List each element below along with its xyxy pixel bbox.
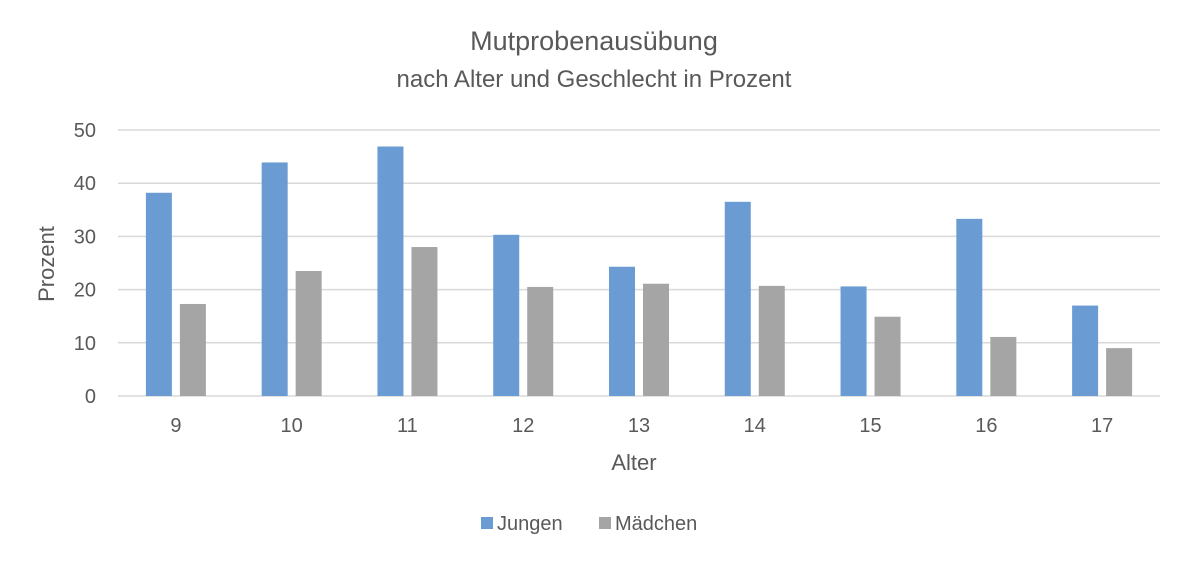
x-tick-label: 16 [975,415,997,437]
y-tick-label: 20 [74,280,96,302]
bar-jungen-15 [840,286,867,396]
chart-subtitle: nach Alter und Geschlecht in Prozent [397,66,792,93]
x-axis-ticks: 9 10 11 12 13 14 15 16 17 [170,415,1113,437]
bar-jungen-17 [1072,305,1099,396]
chart-title: Mutprobenausübung [470,26,718,56]
y-tick-label: 0 [85,386,96,408]
y-axis-ticks: 0 10 20 30 40 50 [74,120,96,408]
x-tick-label: 12 [512,415,534,437]
bar-m-dchen-9 [179,303,206,396]
y-tick-label: 50 [74,120,96,142]
x-tick-label: 17 [1091,415,1113,437]
gridlines [118,129,1160,397]
y-tick-label: 10 [74,333,96,355]
y-tick-label: 40 [74,173,96,195]
bar-m-dchen-16 [990,336,1017,396]
bar-m-dchen-13 [643,283,669,396]
legend-swatch [481,517,493,529]
legend-label: Jungen [497,513,563,535]
bar-jungen-9 [145,192,172,396]
bar-jungen-11 [377,146,404,396]
legend-label: Mädchen [615,513,697,535]
bar-m-dchen-17 [1106,348,1133,396]
y-axis-title: Prozent [34,226,59,302]
x-tick-label: 10 [281,415,303,437]
bar-m-dchen-11 [411,247,438,396]
x-tick-label: 11 [397,415,418,437]
x-axis-title: Alter [611,450,656,475]
x-tick-label: 14 [744,415,766,437]
x-tick-label: 9 [170,415,181,437]
legend-swatch [599,517,611,529]
bar-m-dchen-10 [295,270,322,396]
bar-jungen-10 [261,162,288,396]
bar-jungen-13 [609,266,635,396]
bar-jungen-12 [493,234,520,396]
bar-m-dchen-15 [874,316,901,396]
bars [145,146,1133,396]
bar-jungen-14 [724,201,751,396]
bar-jungen-16 [956,218,983,396]
bar-m-dchen-14 [758,285,785,396]
legend: Jungen Mädchen [481,513,697,535]
bar-m-dchen-12 [527,286,554,396]
y-tick-label: 30 [74,226,96,248]
x-tick-label: 15 [859,415,881,437]
x-tick-label: 13 [628,415,650,437]
